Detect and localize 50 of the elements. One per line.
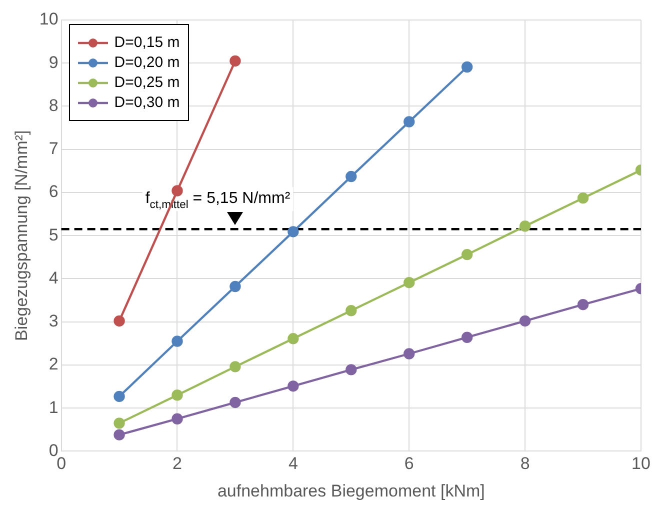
point [114,390,125,402]
y-tick-label: 8 [48,96,58,115]
point [172,390,183,401]
x-tick-label: 4 [288,454,298,474]
x-axis-title: aufnehmbares Biegemoment [kNm] [217,481,485,500]
point [519,220,531,232]
x-tick-label: 6 [404,454,414,474]
point [230,280,241,292]
y-tick-label: 7 [48,139,58,158]
point [461,332,473,343]
x-tick-label: 8 [520,454,530,474]
point [346,305,357,316]
point [172,336,183,347]
point [230,55,241,67]
x-tick-label: 10 [632,454,650,474]
y-tick-label: 4 [48,268,58,288]
y-tick-label: 3 [48,312,58,331]
point [114,418,125,429]
point [404,116,415,128]
legend-label: D=0,25 m [114,74,180,91]
y-tick-label: 6 [48,182,58,202]
point [346,170,357,182]
point [519,315,531,327]
point [346,364,357,376]
y-tick-label: 2 [48,354,58,374]
y-tick-label: 5 [48,225,58,244]
point [461,61,473,73]
point [577,192,589,204]
point [404,277,415,288]
y-axis-title: Biegezugspannung [N/mm²] [12,130,31,341]
point [230,361,241,372]
legend-label: D=0,15 m [114,34,180,51]
point [288,380,299,392]
y-tick-label: 1 [48,398,58,417]
point [114,429,125,440]
point [288,226,299,238]
legend-label: D=0,30 m [114,94,180,111]
point [461,248,473,260]
point [404,348,415,360]
y-tick-label: 0 [48,440,58,460]
point [172,185,183,196]
point [288,333,299,344]
point [577,298,589,310]
point [172,413,183,424]
x-tick-label: 2 [172,454,182,474]
legend-label: D=0,20 m [114,54,180,71]
point [114,315,125,327]
point [230,396,241,408]
y-tick-label: 10 [39,10,58,29]
y-tick-label: 9 [48,52,58,72]
